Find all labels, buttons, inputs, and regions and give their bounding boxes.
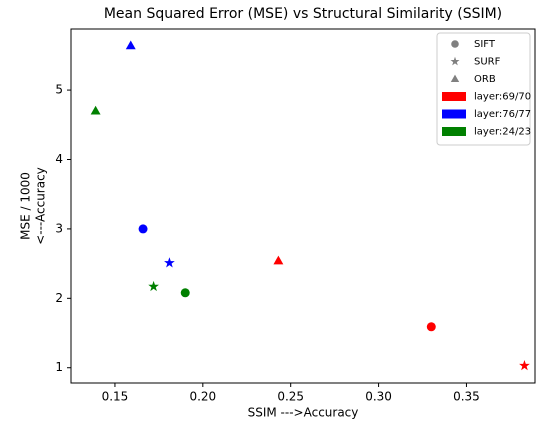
legend-marker (451, 40, 459, 48)
legend-swatch (442, 127, 466, 136)
y-axis-label: MSE / 1000 (19, 172, 33, 240)
legend-label: SURF (474, 57, 501, 68)
legend-swatch (442, 92, 466, 101)
marker (90, 105, 101, 115)
y-tick-label: 5 (55, 83, 63, 97)
legend-swatch (442, 109, 466, 119)
legend-label: ORB (474, 74, 496, 85)
chart-title: Mean Squared Error (MSE) vs Structural S… (104, 6, 502, 22)
marker (180, 288, 190, 298)
marker (273, 255, 284, 265)
legend-marker (450, 56, 460, 66)
x-tick-label: 0.35 (453, 390, 480, 404)
legend-label: layer:69/70 (474, 92, 531, 103)
plot-frame (70, 28, 536, 384)
y-axis-label: <---Accuracy (34, 167, 48, 245)
x-tick-label: 0.20 (189, 390, 216, 404)
marker (426, 322, 436, 332)
legend-label: layer:24/23 (474, 127, 531, 138)
marker (164, 257, 175, 268)
legend-marker (450, 74, 460, 83)
marker (125, 40, 136, 50)
legend-label: layer:76/77 (474, 109, 531, 120)
y-tick-label: 2 (55, 291, 63, 305)
legend-label: SIFT (474, 39, 496, 50)
y-tick-label: 1 (55, 360, 63, 374)
y-tick-label: 4 (55, 152, 63, 166)
marker (519, 360, 530, 371)
marker (148, 280, 159, 292)
x-axis-label: SSIM --->Accuracy (248, 406, 359, 420)
y-tick-label: 3 (55, 221, 63, 235)
x-tick-label: 0.30 (365, 390, 392, 404)
marker (138, 224, 148, 234)
x-tick-label: 0.15 (102, 390, 129, 404)
x-tick-label: 0.25 (277, 390, 304, 404)
